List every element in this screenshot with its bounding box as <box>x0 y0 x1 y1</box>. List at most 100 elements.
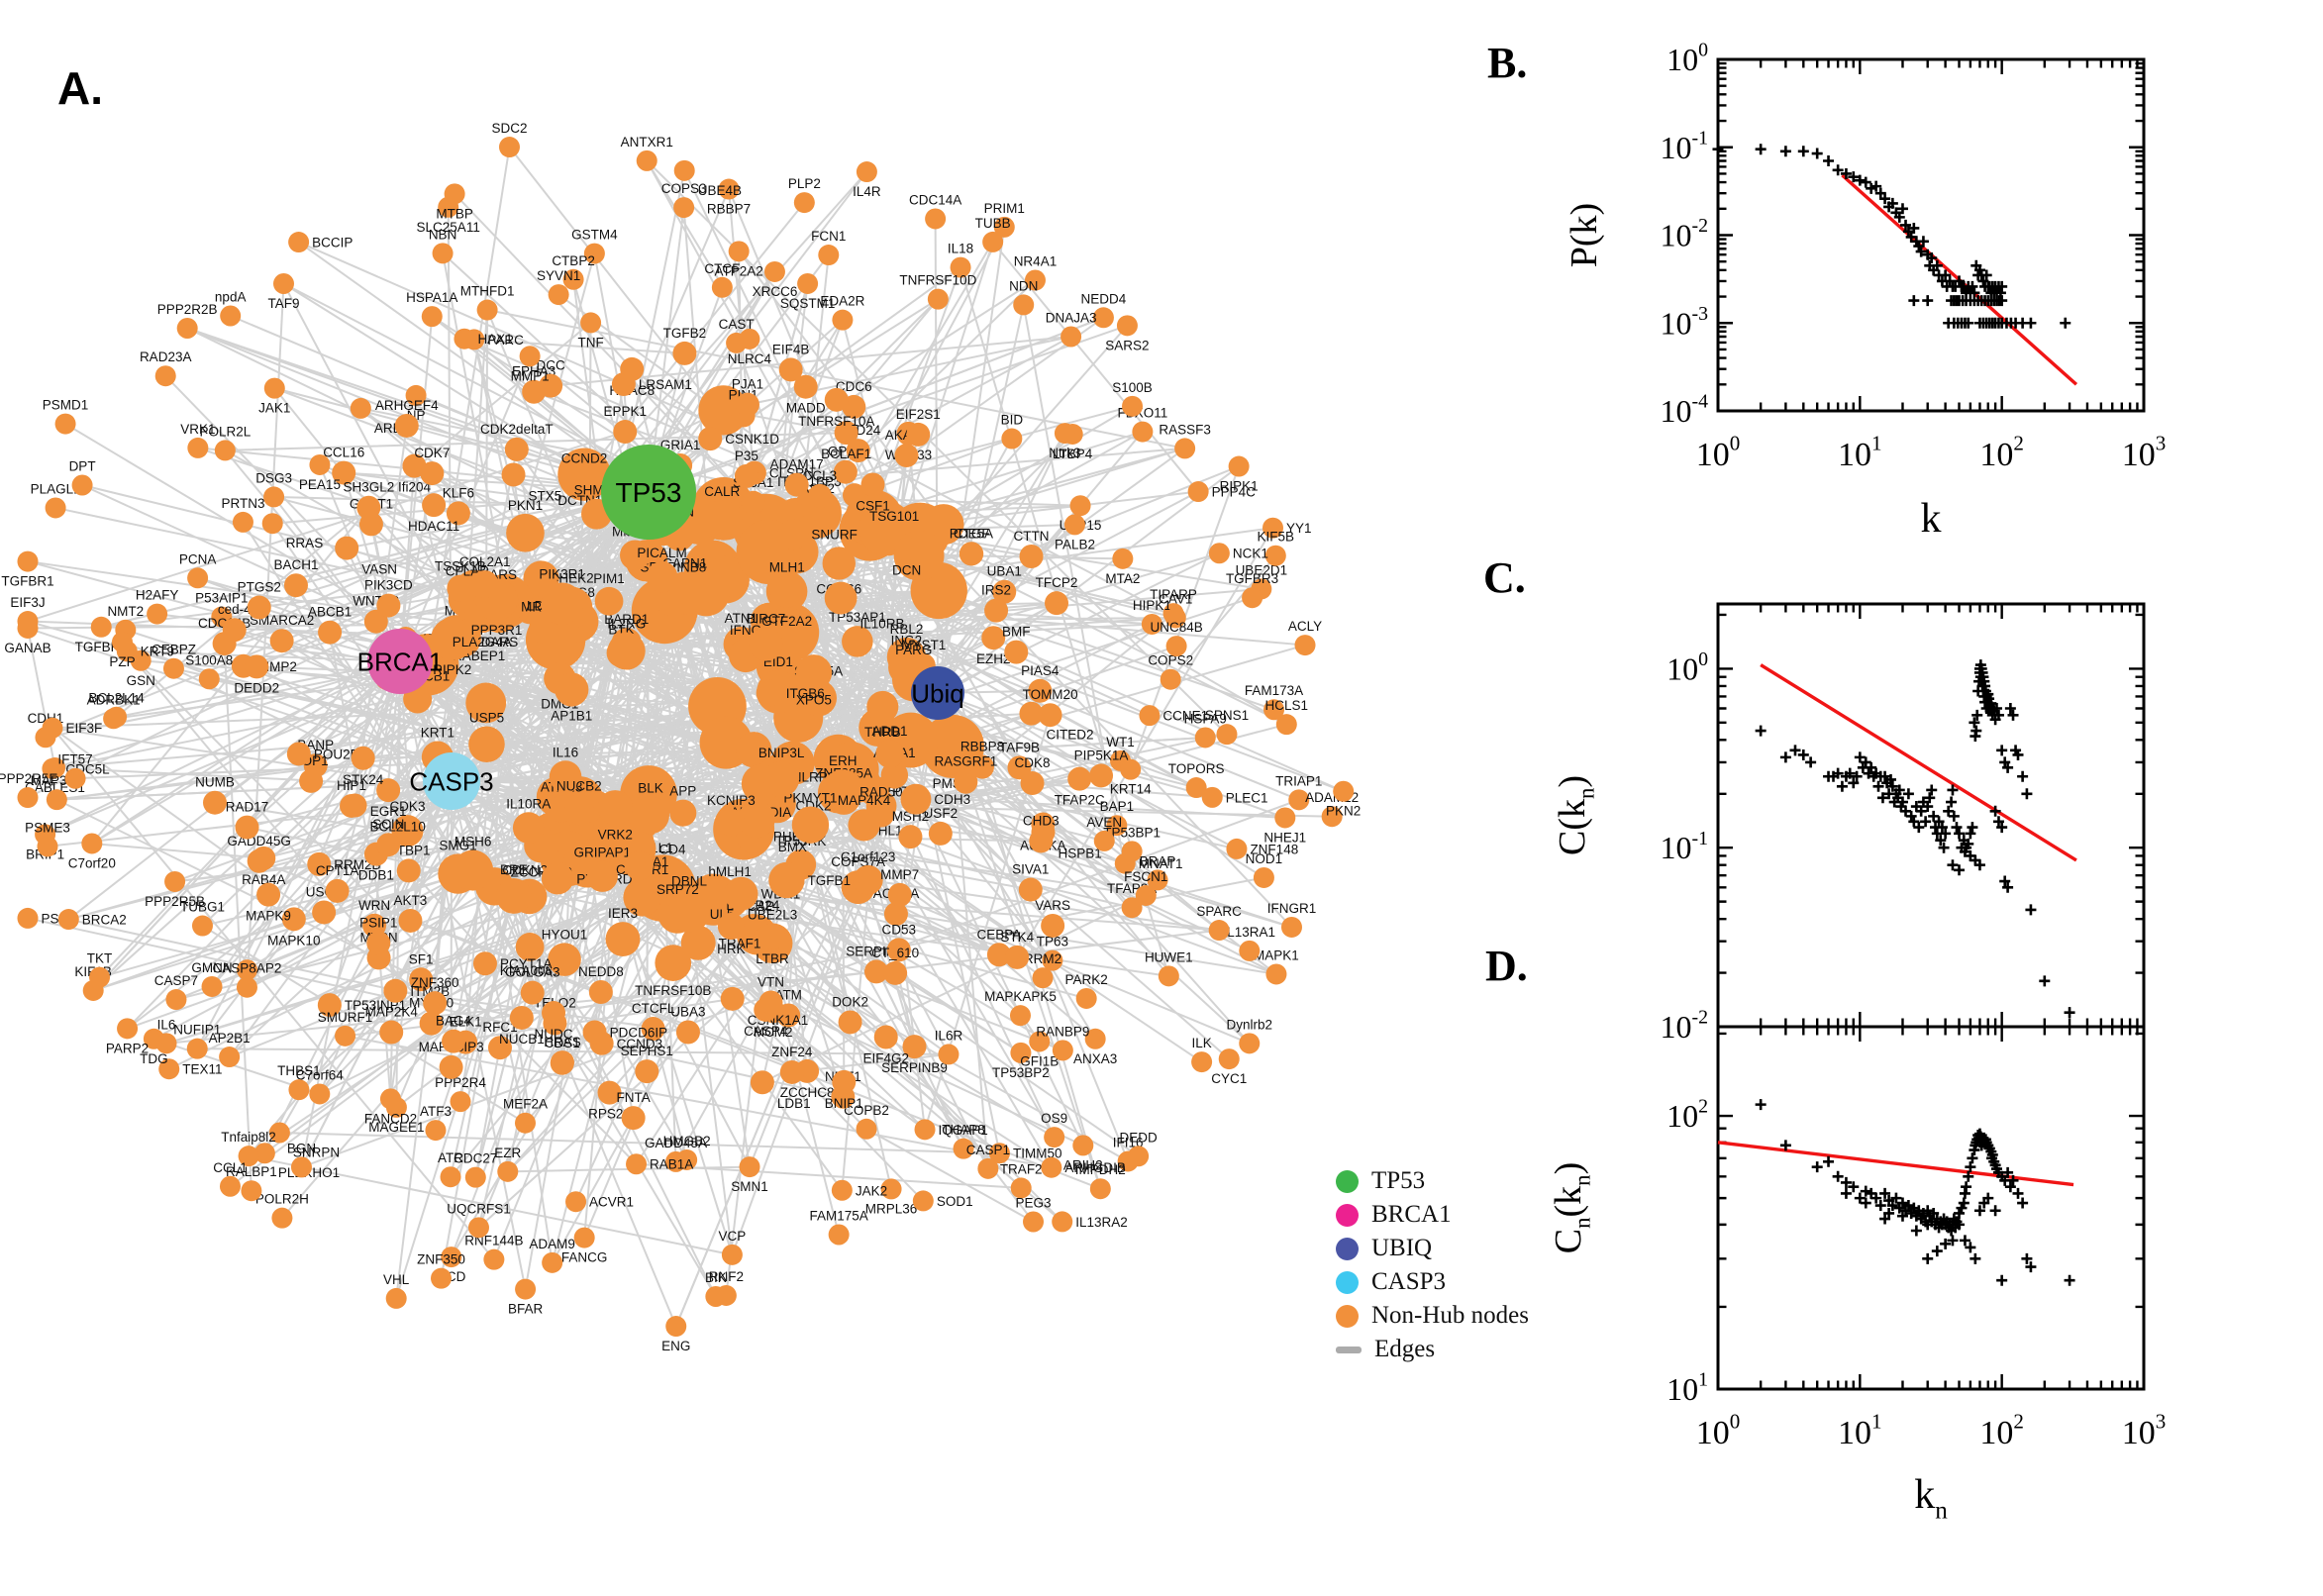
network-node[interactable] <box>425 1120 447 1142</box>
network-node[interactable] <box>959 542 983 566</box>
network-node[interactable] <box>376 593 401 618</box>
network-node[interactable] <box>739 328 760 349</box>
network-node[interactable] <box>567 466 592 491</box>
network-node[interactable] <box>379 1088 401 1110</box>
network-node[interactable] <box>605 922 641 956</box>
network-node[interactable] <box>542 1251 563 1273</box>
network-node[interactable] <box>504 437 529 461</box>
network-node[interactable] <box>391 815 424 848</box>
network-node[interactable] <box>42 757 63 779</box>
network-node[interactable] <box>1018 877 1043 902</box>
network-node[interactable] <box>954 769 978 794</box>
network-node[interactable] <box>106 706 128 728</box>
network-node[interactable] <box>111 632 133 653</box>
network-node[interactable] <box>969 754 994 779</box>
network-node[interactable] <box>928 821 953 846</box>
network-node[interactable] <box>286 742 311 766</box>
network-node[interactable] <box>483 1248 505 1270</box>
network-node[interactable] <box>950 256 971 278</box>
network-node[interactable] <box>1069 495 1091 517</box>
network-node[interactable] <box>834 421 858 446</box>
network-node[interactable] <box>509 1005 534 1030</box>
network-node[interactable] <box>519 346 541 367</box>
network-node[interactable] <box>718 178 740 200</box>
network-node[interactable] <box>1024 269 1046 291</box>
network-node[interactable] <box>506 513 545 552</box>
network-node[interactable] <box>822 769 864 812</box>
network-node[interactable] <box>440 1166 461 1188</box>
network-node[interactable] <box>335 1025 356 1047</box>
network-node[interactable] <box>797 272 819 294</box>
network-node[interactable] <box>626 1153 648 1175</box>
network-node[interactable] <box>833 459 858 484</box>
network-node[interactable] <box>784 472 809 497</box>
network-node[interactable] <box>117 1018 139 1040</box>
network-node[interactable] <box>542 1001 566 1026</box>
network-node[interactable] <box>1191 1051 1213 1073</box>
network-node[interactable] <box>1112 548 1134 569</box>
network-node[interactable] <box>325 878 350 903</box>
network-node[interactable] <box>219 1047 241 1068</box>
network-node[interactable] <box>394 413 419 438</box>
network-node[interactable] <box>1208 543 1230 564</box>
network-node[interactable] <box>467 1217 489 1239</box>
network-node[interactable] <box>739 1156 760 1178</box>
network-node[interactable] <box>241 1180 262 1202</box>
network-node[interactable] <box>984 598 1009 623</box>
network-node[interactable] <box>186 1038 208 1059</box>
network-node[interactable] <box>776 1003 801 1028</box>
network-node[interactable] <box>1001 428 1023 449</box>
network-node[interactable] <box>1019 544 1044 568</box>
network-node[interactable] <box>756 679 783 707</box>
network-node[interactable] <box>758 923 786 950</box>
network-node[interactable] <box>1194 727 1216 748</box>
network-node[interactable] <box>515 1278 537 1300</box>
network-node[interactable] <box>734 463 758 488</box>
network-node[interactable] <box>655 945 692 981</box>
network-node[interactable] <box>81 833 103 854</box>
network-node[interactable] <box>1045 591 1069 616</box>
network-node[interactable] <box>1264 545 1286 566</box>
network-node[interactable] <box>791 806 830 844</box>
network-node[interactable] <box>824 387 849 412</box>
network-node[interactable] <box>886 938 911 962</box>
network-node[interactable] <box>309 1083 331 1105</box>
network-node[interactable] <box>1158 965 1179 987</box>
network-node[interactable] <box>846 439 870 463</box>
network-node[interactable] <box>1208 920 1230 942</box>
network-node[interactable] <box>635 1059 659 1084</box>
network-node[interactable] <box>1072 1135 1094 1156</box>
network-node[interactable] <box>423 991 448 1016</box>
network-node[interactable] <box>191 915 213 937</box>
network-node[interactable] <box>176 318 198 340</box>
hub-node-casp3[interactable] <box>423 752 480 810</box>
dense-cluster-node[interactable] <box>923 504 964 546</box>
network-node[interactable] <box>1226 838 1248 859</box>
network-node[interactable] <box>1116 315 1138 337</box>
network-node[interactable] <box>906 422 931 447</box>
network-node[interactable] <box>464 1166 486 1188</box>
network-node[interactable] <box>501 462 526 487</box>
network-node[interactable] <box>1262 517 1283 539</box>
network-node[interactable] <box>235 815 259 840</box>
network-node[interactable] <box>1122 395 1144 417</box>
network-node[interactable] <box>741 490 765 515</box>
network-node[interactable] <box>665 1316 687 1338</box>
network-node[interactable] <box>818 245 840 266</box>
network-node[interactable] <box>162 657 184 679</box>
network-node[interactable] <box>1263 699 1285 721</box>
network-node[interactable] <box>396 858 421 883</box>
network-node[interactable] <box>46 789 67 811</box>
network-node[interactable] <box>281 907 306 932</box>
network-node[interactable] <box>1005 945 1030 969</box>
network-node[interactable] <box>856 161 877 183</box>
network-node[interactable] <box>17 907 39 929</box>
network-node[interactable] <box>1280 916 1302 938</box>
network-node[interactable] <box>1009 1005 1031 1027</box>
network-node[interactable] <box>721 1244 743 1265</box>
network-node[interactable] <box>363 609 388 634</box>
network-node[interactable] <box>549 760 582 793</box>
network-node[interactable] <box>894 537 919 561</box>
network-node[interactable] <box>237 959 258 981</box>
network-node[interactable] <box>565 1191 587 1213</box>
